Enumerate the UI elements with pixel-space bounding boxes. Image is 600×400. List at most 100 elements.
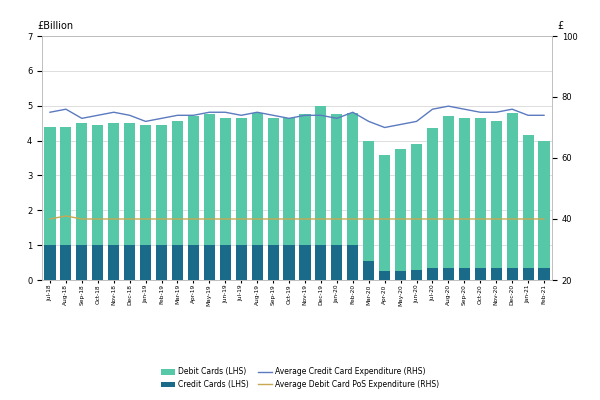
Bar xyxy=(491,268,502,280)
Bar xyxy=(363,261,374,280)
Bar xyxy=(475,118,486,268)
Average Debit Card PoS Expenditure (RHS) xyxy=(190,217,197,222)
Bar xyxy=(236,245,247,280)
Bar xyxy=(108,245,119,280)
Bar xyxy=(491,121,502,268)
Average Debit Card PoS Expenditure (RHS) xyxy=(429,217,436,222)
Average Credit Card Expenditure (RHS) xyxy=(476,110,484,115)
Bar xyxy=(538,140,550,268)
Average Credit Card Expenditure (RHS) xyxy=(365,119,373,124)
Average Debit Card PoS Expenditure (RHS) xyxy=(381,217,388,222)
Average Debit Card PoS Expenditure (RHS) xyxy=(493,217,500,222)
Bar xyxy=(395,271,406,280)
Bar xyxy=(76,123,88,245)
Average Debit Card PoS Expenditure (RHS) xyxy=(509,217,516,222)
Bar xyxy=(172,122,183,245)
Bar xyxy=(379,154,390,271)
Bar xyxy=(283,245,295,280)
Average Debit Card PoS Expenditure (RHS) xyxy=(476,217,484,222)
Average Credit Card Expenditure (RHS) xyxy=(509,107,516,112)
Average Debit Card PoS Expenditure (RHS) xyxy=(46,217,53,222)
Average Credit Card Expenditure (RHS) xyxy=(62,107,70,112)
Bar xyxy=(299,114,311,245)
Bar xyxy=(506,113,518,268)
Average Debit Card PoS Expenditure (RHS) xyxy=(333,217,340,222)
Average Debit Card PoS Expenditure (RHS) xyxy=(461,217,468,222)
Average Credit Card Expenditure (RHS) xyxy=(524,113,532,118)
Average Credit Card Expenditure (RHS) xyxy=(78,116,85,121)
Bar xyxy=(108,123,119,245)
Average Debit Card PoS Expenditure (RHS) xyxy=(142,217,149,222)
Bar xyxy=(44,127,56,245)
Average Debit Card PoS Expenditure (RHS) xyxy=(286,217,293,222)
Bar xyxy=(459,268,470,280)
Line: Average Debit Card PoS Expenditure (RHS): Average Debit Card PoS Expenditure (RHS) xyxy=(50,216,544,219)
Bar xyxy=(156,125,167,245)
Bar xyxy=(379,271,390,280)
Bar xyxy=(506,268,518,280)
Average Credit Card Expenditure (RHS) xyxy=(286,116,293,121)
Average Credit Card Expenditure (RHS) xyxy=(190,113,197,118)
Average Credit Card Expenditure (RHS) xyxy=(94,113,101,118)
Bar xyxy=(61,127,71,245)
Bar xyxy=(459,118,470,268)
Bar xyxy=(427,128,438,268)
Average Credit Card Expenditure (RHS) xyxy=(381,125,388,130)
Average Credit Card Expenditure (RHS) xyxy=(413,119,420,124)
Bar xyxy=(172,245,183,280)
Average Credit Card Expenditure (RHS) xyxy=(238,113,245,118)
Bar xyxy=(140,245,151,280)
Average Debit Card PoS Expenditure (RHS) xyxy=(397,217,404,222)
Average Credit Card Expenditure (RHS) xyxy=(269,113,277,118)
Bar xyxy=(316,106,326,245)
Average Credit Card Expenditure (RHS) xyxy=(493,110,500,115)
Average Debit Card PoS Expenditure (RHS) xyxy=(301,217,308,222)
Line: Average Credit Card Expenditure (RHS): Average Credit Card Expenditure (RHS) xyxy=(50,106,544,128)
Average Credit Card Expenditure (RHS) xyxy=(301,113,308,118)
Bar xyxy=(347,245,358,280)
Bar xyxy=(140,125,151,245)
Bar xyxy=(76,245,88,280)
Bar xyxy=(268,118,278,245)
Average Credit Card Expenditure (RHS) xyxy=(445,104,452,108)
Average Credit Card Expenditure (RHS) xyxy=(174,113,181,118)
Bar xyxy=(156,245,167,280)
Bar xyxy=(268,245,278,280)
Bar xyxy=(204,114,215,245)
Bar xyxy=(523,135,533,268)
Bar xyxy=(124,123,135,245)
Average Debit Card PoS Expenditure (RHS) xyxy=(238,217,245,222)
Bar xyxy=(331,245,343,280)
Bar xyxy=(251,113,263,245)
Average Credit Card Expenditure (RHS) xyxy=(541,113,548,118)
Average Debit Card PoS Expenditure (RHS) xyxy=(110,217,118,222)
Average Debit Card PoS Expenditure (RHS) xyxy=(317,217,325,222)
Bar xyxy=(44,245,56,280)
Average Debit Card PoS Expenditure (RHS) xyxy=(524,217,532,222)
Average Debit Card PoS Expenditure (RHS) xyxy=(221,217,229,222)
Bar xyxy=(283,118,295,245)
Average Debit Card PoS Expenditure (RHS) xyxy=(413,217,420,222)
Average Debit Card PoS Expenditure (RHS) xyxy=(254,217,261,222)
Bar xyxy=(427,268,438,280)
Average Debit Card PoS Expenditure (RHS) xyxy=(541,217,548,222)
Average Credit Card Expenditure (RHS) xyxy=(221,110,229,115)
Average Debit Card PoS Expenditure (RHS) xyxy=(445,217,452,222)
Bar xyxy=(92,245,103,280)
Bar xyxy=(475,268,486,280)
Bar xyxy=(220,245,231,280)
Bar xyxy=(523,268,533,280)
Bar xyxy=(363,140,374,261)
Average Credit Card Expenditure (RHS) xyxy=(461,107,468,112)
Average Credit Card Expenditure (RHS) xyxy=(429,107,436,112)
Bar xyxy=(188,116,199,245)
Text: £Billion: £Billion xyxy=(37,21,73,31)
Bar xyxy=(299,245,311,280)
Bar xyxy=(538,268,550,280)
Average Credit Card Expenditure (RHS) xyxy=(397,122,404,127)
Average Debit Card PoS Expenditure (RHS) xyxy=(94,217,101,222)
Average Debit Card PoS Expenditure (RHS) xyxy=(174,217,181,222)
Bar xyxy=(251,245,263,280)
Legend: Debit Cards (LHS), Credit Cards (LHS), Average Credit Card Expenditure (RHS), Av: Debit Cards (LHS), Credit Cards (LHS), A… xyxy=(158,364,442,392)
Bar xyxy=(331,114,343,245)
